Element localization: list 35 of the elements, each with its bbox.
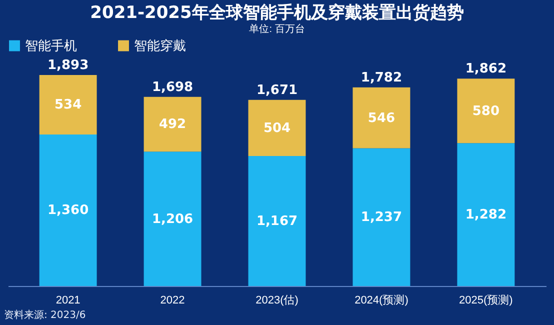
total-label: 1,782 xyxy=(360,70,402,86)
total-label: 1,698 xyxy=(152,80,194,95)
data-label: 546 xyxy=(368,110,396,126)
data-label: 1,360 xyxy=(48,203,89,218)
bar xyxy=(144,152,202,286)
bar xyxy=(144,96,202,152)
data-label: 1,167 xyxy=(256,214,298,229)
chart-subtitle: 单位: 百万台 xyxy=(249,23,305,35)
bar xyxy=(352,87,410,148)
x-tick-label: 2021 xyxy=(56,294,80,306)
bar xyxy=(457,78,515,144)
data-label: 492 xyxy=(158,117,186,132)
data-label: 1,237 xyxy=(360,210,402,226)
bar xyxy=(248,156,306,286)
total-label: 1,893 xyxy=(48,58,89,73)
legend-label: 智能手机 xyxy=(25,38,77,54)
legend-label: 智能穿戴 xyxy=(134,38,186,54)
data-label: 504 xyxy=(263,120,291,136)
bar xyxy=(248,100,306,156)
data-label: 580 xyxy=(472,104,500,119)
total-label: 1,671 xyxy=(256,82,298,98)
chart-title: 2021-2025年全球智能手机及穿戴装置出货趋势 xyxy=(90,3,464,23)
bar xyxy=(457,143,515,286)
bar xyxy=(39,75,97,134)
bar xyxy=(39,134,97,286)
x-tick-label: 2022 xyxy=(160,294,185,306)
text: 资料来源: 2023/6 xyxy=(4,308,86,322)
data-label: 1,282 xyxy=(465,208,506,223)
x-tick-label: 2023(估) xyxy=(256,294,298,306)
total-label: 1,862 xyxy=(465,62,506,77)
x-tick-label: 2025(预测) xyxy=(459,294,513,306)
data-label: 1,206 xyxy=(152,212,194,227)
x-tick-label: 2024(预测) xyxy=(354,294,408,306)
bar xyxy=(352,148,410,286)
data-label: 534 xyxy=(54,98,82,113)
